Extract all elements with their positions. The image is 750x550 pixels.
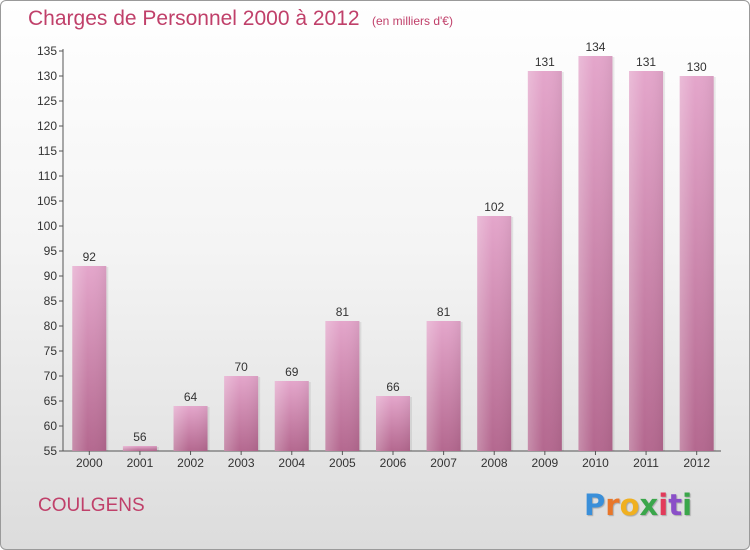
value-label: 56 [133, 430, 147, 444]
x-tick-label: 2010 [582, 456, 609, 470]
bar-highlight [325, 321, 360, 451]
bar-highlight [527, 71, 562, 451]
bar-highlight [173, 406, 208, 451]
bar-highlight [224, 376, 259, 451]
value-label: 130 [687, 60, 707, 74]
proxiti-logo: Proxiti [584, 488, 693, 522]
axes [59, 49, 721, 455]
place-name: COULGENS [38, 495, 145, 516]
x-tick-label: 2011 [633, 456, 659, 470]
x-tick-label: 2001 [127, 456, 154, 470]
x-tick-label: 2006 [380, 456, 407, 470]
bar-highlight [477, 216, 512, 451]
value-label: 134 [585, 40, 605, 54]
bar-highlight [122, 446, 157, 451]
x-tick-label: 2004 [278, 456, 305, 470]
y-tick-label: 120 [37, 119, 57, 133]
x-tick-label: 2000 [76, 456, 103, 470]
y-tick-label: 135 [37, 44, 57, 58]
bars [72, 56, 716, 451]
y-tick-label: 65 [44, 394, 58, 408]
x-tick-label: 2003 [228, 456, 255, 470]
value-label: 131 [535, 55, 555, 69]
x-tick-label: 2007 [430, 456, 457, 470]
y-tick-label: 80 [44, 319, 58, 333]
bar-highlight [274, 381, 309, 451]
y-tick-label: 55 [44, 444, 58, 458]
x-tick-label: 2002 [177, 456, 204, 470]
y-tick-label: 95 [44, 244, 58, 258]
value-label: 81 [336, 305, 350, 319]
chart-title: Charges de Personnel 2000 à 2012 [28, 7, 360, 30]
value-label: 92 [83, 250, 97, 264]
value-label: 66 [386, 380, 400, 394]
x-tick-label: 2008 [481, 456, 508, 470]
labels: 55 60 65 70 75 80 85 90 95 100 105 110 115 120 125 130 1… [37, 40, 710, 470]
y-tick-label: 125 [37, 94, 57, 108]
x-tick-label: 2012 [683, 456, 710, 470]
y-tick-label: 115 [38, 144, 57, 158]
y-tick-label: 105 [37, 194, 57, 208]
value-label: 64 [184, 390, 198, 404]
bar-highlight [578, 56, 613, 451]
y-tick-label: 130 [37, 69, 57, 83]
value-label: 69 [285, 365, 299, 379]
value-label: 81 [437, 305, 451, 319]
value-label: 131 [636, 55, 656, 69]
y-tick-label: 100 [37, 219, 57, 233]
y-tick-label: 75 [44, 344, 58, 358]
y-tick-label: 70 [44, 369, 58, 383]
bar-highlight [629, 71, 664, 451]
x-tick-label: 2009 [531, 456, 558, 470]
bar-highlight [426, 321, 461, 451]
y-tick-label: 110 [38, 169, 57, 183]
y-tick-label: 60 [44, 419, 58, 433]
bar-highlight [72, 266, 107, 451]
value-label: 102 [484, 200, 504, 214]
chart-subtitle: (en milliers d'€) [372, 14, 453, 28]
y-tick-label: 85 [44, 294, 58, 308]
bar-highlight [376, 396, 410, 451]
y-tick-label: 90 [44, 269, 58, 283]
bar-highlight [679, 76, 714, 451]
x-tick-label: 2005 [329, 456, 356, 470]
value-label: 70 [234, 360, 248, 374]
